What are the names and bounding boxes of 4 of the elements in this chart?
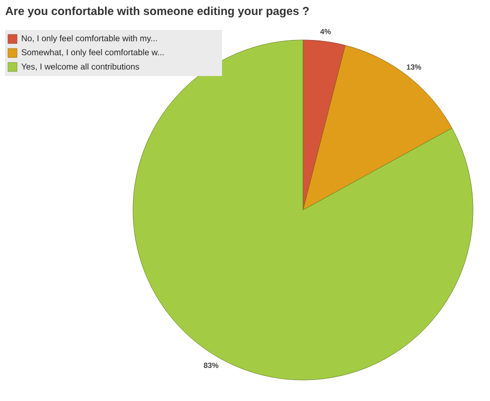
legend-label: No, I only feel comfortable with my... [22, 35, 157, 43]
legend-label: Yes, I welcome all contributions [21, 63, 140, 71]
chart-title: Are you confortable with someone editing your pages ? [5, 6, 309, 18]
legend-label: Somewhat, I only feel comfortable w... [22, 49, 164, 57]
